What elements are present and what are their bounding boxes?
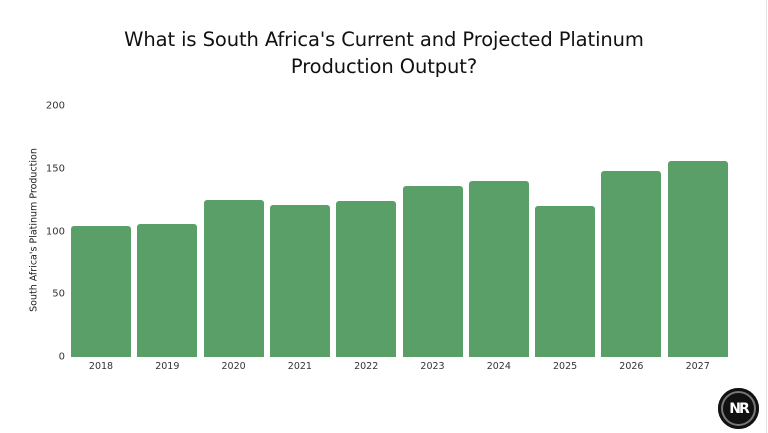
y-tick-label: 150 — [45, 163, 65, 175]
x-tick-label: 2020 — [221, 361, 246, 372]
bar-2018 — [71, 226, 131, 357]
y-tick-label: 50 — [52, 288, 65, 300]
x-tick-label: 2023 — [420, 361, 445, 372]
x-tick-label: 2024 — [486, 361, 511, 372]
x-tick-label: 2018 — [88, 361, 114, 372]
x-tick-label: 2019 — [155, 361, 180, 372]
x-tick-label: 2022 — [354, 361, 379, 372]
chart-title-line-2: Production Output? — [290, 55, 478, 78]
y-tick-label: 100 — [45, 226, 65, 237]
bar-2019 — [137, 223, 198, 357]
logo-text: NR — [729, 400, 749, 417]
bar-2022 — [336, 201, 397, 357]
y-axis-label: South Africa's Platinum Production — [28, 148, 40, 312]
bar-2024 — [468, 181, 529, 357]
bar-2027 — [667, 161, 728, 357]
bar-2026 — [601, 171, 662, 357]
bar-2023 — [402, 186, 463, 357]
x-tick-label: 2027 — [685, 361, 710, 372]
nr-logo-icon: NR — [718, 388, 759, 429]
x-tick-label: 2026 — [619, 361, 644, 372]
y-tick-label: 0 — [58, 351, 65, 363]
y-tick-label: 200 — [45, 100, 65, 112]
x-tick-label: 2025 — [553, 361, 578, 372]
bar-2021 — [269, 205, 330, 357]
bar-2020 — [203, 200, 264, 357]
chart-title: What is South Africa's Current and Proje… — [0, 26, 768, 80]
bar-2025 — [535, 206, 596, 357]
x-tick-label: 2021 — [287, 361, 312, 372]
right-edge-divider — [766, 0, 767, 433]
chart-title-line-1: What is South Africa's Current and Proje… — [124, 28, 644, 51]
